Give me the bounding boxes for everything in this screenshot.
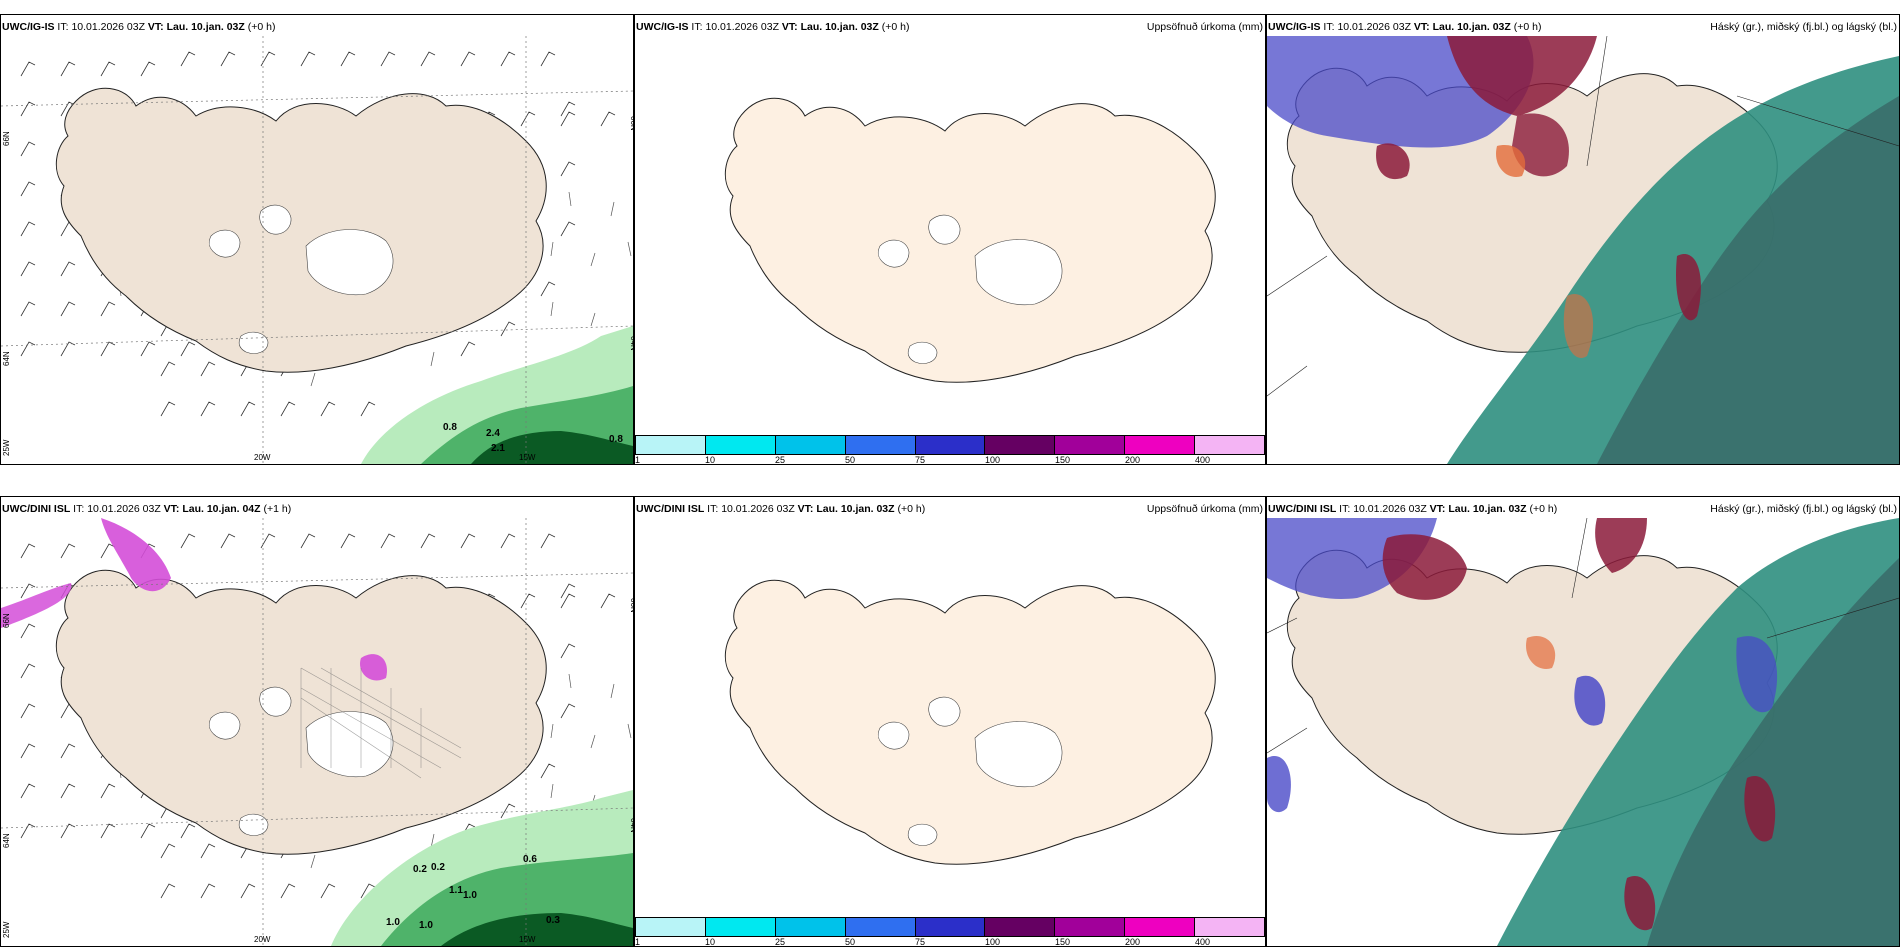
colorbar-tick: 150 xyxy=(1055,455,1071,465)
lat-label: 66N xyxy=(629,116,633,131)
colorbar-tick: 1 xyxy=(635,455,641,465)
lon-label: 15W xyxy=(519,935,536,944)
lat-label: 64N xyxy=(629,336,633,351)
colorbar-segment xyxy=(775,436,846,454)
colorbar-tick: 1 xyxy=(635,937,641,947)
colorbar-ticks: 1 10 25 50 75 100 150 200 400 xyxy=(635,455,1265,465)
panel-header: UWC/IG-IS IT: 10.01.2026 03Z VT: Lau. 10… xyxy=(2,21,276,33)
precip-label: 0.6 xyxy=(523,854,537,865)
precip-label: 1.1 xyxy=(449,885,463,896)
lat-label: 64N xyxy=(629,818,633,833)
lon-label: 25W xyxy=(2,439,11,456)
precip-label: 0.2 xyxy=(413,864,427,875)
colorbar-ticks: 1 10 25 50 75 100 150 200 400 xyxy=(635,937,1265,947)
panel-header: UWC/IG-IS IT: 10.01.2026 03Z VT: Lau. 10… xyxy=(636,21,910,33)
colorbar-segment xyxy=(1125,918,1196,936)
lat-label: 64N xyxy=(2,833,11,848)
panel-title: Háský (gr.), miðský (fj.bl.) og lágský (… xyxy=(1710,503,1897,515)
lat-label: 66N xyxy=(2,613,11,628)
precip-label: 0.8 xyxy=(609,434,623,445)
colorbar-tick: 10 xyxy=(705,455,716,465)
colorbar-segment xyxy=(915,436,986,454)
cloud-map xyxy=(1267,518,1899,946)
cloud-map xyxy=(1267,36,1899,464)
colorbar-tick: 200 xyxy=(1125,937,1141,947)
lon-label: 25W xyxy=(2,921,11,938)
colorbar-tick: 25 xyxy=(775,455,786,465)
panel-header: UWC/DINI ISL IT: 10.01.2026 03Z VT: Lau.… xyxy=(2,503,292,515)
colorbar-tick: 50 xyxy=(845,455,856,465)
precip-colorbar xyxy=(635,917,1265,937)
colorbar-tick: 400 xyxy=(1195,455,1211,465)
wind-map: 0.8 2.4 2.1 0.8 66N 64N 66N 64N 25W 20W … xyxy=(1,36,633,464)
colorbar-segment xyxy=(845,918,916,936)
colorbar-segment xyxy=(1055,918,1126,936)
panel-title: Uppsöfnuð úrkoma (mm) xyxy=(1146,21,1263,33)
precip-map-panel-top: UWC/IG-IS IT: 10.01.2026 03Z VT: Lau. 10… xyxy=(634,14,1266,465)
lon-label: 15W xyxy=(519,453,536,462)
panel-header: UWC/IG-IS IT: 10.01.2026 03Z VT: Lau. 10… xyxy=(1268,21,1542,33)
colorbar-segment xyxy=(636,918,706,936)
wind-map: 0.2 0.2 1.1 1.0 1.0 1.0 0.6 0.3 66N 64N … xyxy=(1,518,633,946)
panel-title: Háský (gr.), miðský (fj.bl.) og lágský (… xyxy=(1710,21,1897,33)
lon-label: 20W xyxy=(254,453,271,462)
cloud-map-panel-top: UWC/IG-IS IT: 10.01.2026 03Z VT: Lau. 10… xyxy=(1266,14,1900,465)
wind-map-panel-top: UWC/IG-IS IT: 10.01.2026 03Z VT: Lau. 10… xyxy=(0,14,634,465)
colorbar-segment xyxy=(1195,918,1265,936)
precip-label: 1.0 xyxy=(419,920,433,931)
precip-map xyxy=(724,579,1216,865)
wind-map-panel-bottom: UWC/DINI ISL IT: 10.01.2026 03Z VT: Lau.… xyxy=(0,496,634,947)
panel-header: UWC/DINI ISL IT: 10.01.2026 03Z VT: Lau.… xyxy=(636,503,926,515)
precip-colorbar xyxy=(635,435,1265,455)
precip-map xyxy=(724,97,1216,383)
colorbar-segment xyxy=(1055,436,1126,454)
colorbar-tick: 75 xyxy=(915,937,926,947)
colorbar-segment xyxy=(915,918,986,936)
precip-label: 2.4 xyxy=(486,428,500,439)
precip-label: 1.0 xyxy=(463,890,477,901)
colorbar-tick: 75 xyxy=(915,455,926,465)
precip-label: 1.0 xyxy=(386,917,400,928)
lat-label: 64N xyxy=(2,351,11,366)
lat-label: 66N xyxy=(2,131,11,146)
panel-title: Uppsöfnuð úrkoma (mm) xyxy=(1146,503,1263,515)
precip-label: 0.3 xyxy=(546,915,560,926)
precip-label: 2.1 xyxy=(491,443,505,454)
panel-header: UWC/DINI ISL IT: 10.01.2026 03Z VT: Lau.… xyxy=(1268,503,1558,515)
colorbar-segment xyxy=(705,436,776,454)
lat-label: 66N xyxy=(629,598,633,613)
colorbar-segment xyxy=(636,436,706,454)
colorbar-segment xyxy=(705,918,776,936)
precip-label: 0.8 xyxy=(443,422,457,433)
colorbar-tick: 150 xyxy=(1055,937,1071,947)
precip-label: 0.2 xyxy=(431,862,445,873)
colorbar-segment xyxy=(1195,436,1265,454)
colorbar-tick: 50 xyxy=(845,937,856,947)
lon-label: 20W xyxy=(254,935,271,944)
colorbar-segment xyxy=(775,918,846,936)
colorbar-tick: 400 xyxy=(1195,937,1211,947)
precip-map-panel-bottom: UWC/DINI ISL IT: 10.01.2026 03Z VT: Lau.… xyxy=(634,496,1266,947)
colorbar-segment xyxy=(1125,436,1196,454)
colorbar-tick: 100 xyxy=(985,937,1001,947)
colorbar-tick: 25 xyxy=(775,937,786,947)
colorbar-tick: 100 xyxy=(985,455,1001,465)
cloud-map-panel-bottom: UWC/DINI ISL IT: 10.01.2026 03Z VT: Lau.… xyxy=(1266,496,1900,947)
colorbar-tick: 200 xyxy=(1125,455,1141,465)
colorbar-segment xyxy=(985,918,1056,936)
colorbar-segment xyxy=(845,436,916,454)
colorbar-tick: 10 xyxy=(705,937,716,947)
colorbar-segment xyxy=(985,436,1056,454)
